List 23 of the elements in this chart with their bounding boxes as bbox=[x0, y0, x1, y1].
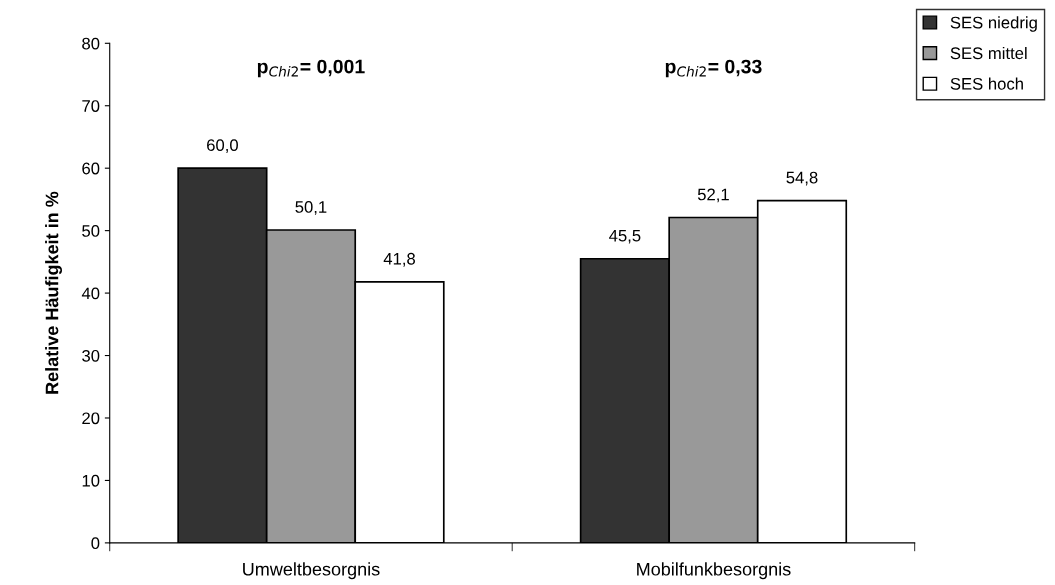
y-tick-label: 40 bbox=[81, 287, 100, 300]
y-tick-label: 70 bbox=[82, 100, 100, 112]
legend-label: SES hoch bbox=[950, 77, 1023, 90]
y-tick-label: 10 bbox=[82, 474, 100, 487]
data-label: 45,5 bbox=[609, 229, 641, 244]
data-label: 52,1 bbox=[697, 188, 729, 203]
y-tick-label: 80 bbox=[82, 37, 100, 50]
legend-label: SES mittel bbox=[950, 46, 1027, 60]
y-tick-label: 60 bbox=[82, 162, 100, 175]
annotation: p$_{Chi2}$= 0,33 bbox=[665, 59, 762, 78]
data-label: 54,8 bbox=[786, 171, 818, 186]
y-tick-label: 30 bbox=[82, 349, 100, 362]
y-axis-title: Relative Häufigkeit in % bbox=[45, 191, 63, 394]
x-tick-label: Umweltbesorgnis bbox=[243, 562, 380, 580]
data-label: 60,0 bbox=[207, 139, 238, 153]
annotation: p$_{Chi2}$= 0,001 bbox=[257, 59, 365, 78]
y-tick-label: 0 bbox=[91, 537, 100, 550]
y-tick-label: 50 bbox=[82, 225, 100, 237]
legend-label: SES niedrig bbox=[950, 16, 1037, 32]
y-tick-label: 20 bbox=[82, 412, 100, 425]
data-label: 50,1 bbox=[295, 201, 327, 215]
x-tick-label: Mobilfunkbesorgnis bbox=[637, 562, 791, 580]
data-label: 41,8 bbox=[383, 252, 415, 267]
